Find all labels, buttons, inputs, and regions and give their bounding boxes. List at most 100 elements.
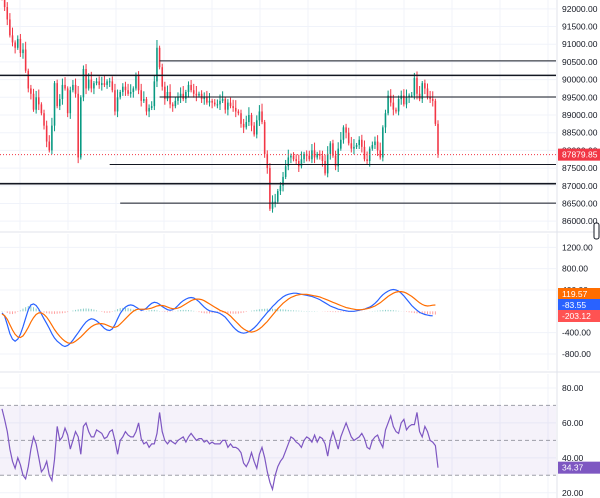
candle	[397, 95, 400, 116]
candle-body	[340, 139, 342, 149]
candle-body	[182, 93, 185, 100]
candle	[108, 77, 111, 88]
price-axis[interactable]: 92000.00 91500.00 91000.00 90500.00 90000.00…	[562, 4, 598, 498]
candle	[140, 83, 142, 107]
rsi-tick-label: 40.00	[562, 453, 584, 463]
candle-body	[195, 93, 198, 96]
candle	[19, 33, 22, 57]
candle	[284, 159, 287, 180]
candle	[319, 150, 321, 160]
candle	[166, 85, 169, 102]
candle-body	[43, 113, 45, 126]
candle-body	[74, 84, 77, 94]
candle	[368, 146, 371, 167]
candle-body	[361, 139, 363, 147]
candle-body	[410, 95, 413, 97]
candle-body	[124, 86, 127, 91]
macd-value-badge-bg	[558, 288, 600, 300]
candle-body	[221, 99, 224, 101]
candle-body	[371, 145, 374, 149]
candle	[145, 96, 148, 116]
candle	[240, 109, 242, 128]
candle	[9, 13, 11, 38]
candle-body	[227, 102, 229, 110]
candle-body	[313, 150, 316, 158]
candle-body	[19, 38, 22, 54]
candle-body	[413, 77, 416, 96]
candle	[32, 88, 35, 112]
candle-body	[14, 42, 16, 48]
macd-lines	[1, 288, 436, 348]
candle	[48, 135, 51, 153]
candle-body	[90, 79, 93, 89]
candle	[358, 136, 360, 149]
candle-body	[85, 69, 87, 89]
candle-body	[434, 100, 437, 124]
candle-body	[51, 125, 53, 151]
candle	[148, 104, 150, 118]
candle	[395, 107, 397, 114]
histogram-value-badge: -203.12	[558, 310, 600, 322]
candle-body	[166, 92, 169, 100]
candle	[379, 142, 382, 160]
candle-body	[261, 111, 263, 123]
candle-body	[143, 99, 145, 101]
candle	[101, 76, 103, 91]
candle	[171, 102, 174, 112]
candle	[311, 144, 313, 164]
candle-body	[108, 81, 111, 83]
candle	[316, 151, 318, 160]
pane-resize-handle[interactable]	[593, 222, 600, 240]
candlestick-series	[1, 0, 439, 213]
candle	[30, 84, 32, 100]
macd-tick-label: -800.00	[562, 349, 591, 359]
candle-body	[137, 76, 140, 91]
candle-body	[24, 49, 27, 71]
candle-body	[174, 100, 177, 107]
candle-body	[192, 90, 195, 94]
candle-body	[416, 77, 418, 94]
candle	[308, 150, 311, 162]
signal-value-badge-text: -83.55	[562, 300, 586, 310]
candle-body	[190, 84, 192, 91]
price-tick-label: 91000.00	[562, 39, 598, 49]
candle	[366, 151, 368, 165]
candle-body	[284, 166, 287, 177]
candle-body	[240, 113, 242, 124]
candle-body	[253, 125, 255, 135]
candle	[98, 76, 100, 89]
candle-body	[431, 99, 434, 101]
candle-body	[169, 92, 171, 105]
candle-body	[245, 122, 248, 128]
candle-body	[366, 159, 368, 161]
candle-body	[324, 161, 326, 174]
horizontal-level-lines[interactable]	[0, 60, 556, 204]
rsi-value-badge: 34.37	[558, 461, 600, 474]
candle	[114, 83, 116, 116]
candle	[434, 98, 437, 126]
signal-line	[1, 291, 436, 344]
candle	[266, 150, 269, 174]
candle-body	[93, 83, 95, 89]
candle	[392, 94, 395, 116]
candle-body	[179, 93, 182, 98]
candle	[35, 90, 37, 114]
candle-body	[9, 19, 11, 36]
candle	[6, 2, 9, 26]
candle	[80, 95, 82, 160]
candle-body	[161, 67, 164, 87]
candle-body	[303, 153, 305, 160]
candle	[298, 154, 300, 172]
rsi-tick-label: 80.00	[562, 383, 584, 393]
candle	[143, 91, 145, 103]
candle-body	[300, 159, 303, 167]
candle-body	[298, 161, 300, 167]
candle-body	[114, 90, 116, 112]
candle	[227, 99, 229, 116]
candle	[431, 91, 434, 107]
candle-body	[213, 102, 216, 105]
candle-body	[232, 106, 234, 108]
candle-body	[421, 83, 424, 100]
